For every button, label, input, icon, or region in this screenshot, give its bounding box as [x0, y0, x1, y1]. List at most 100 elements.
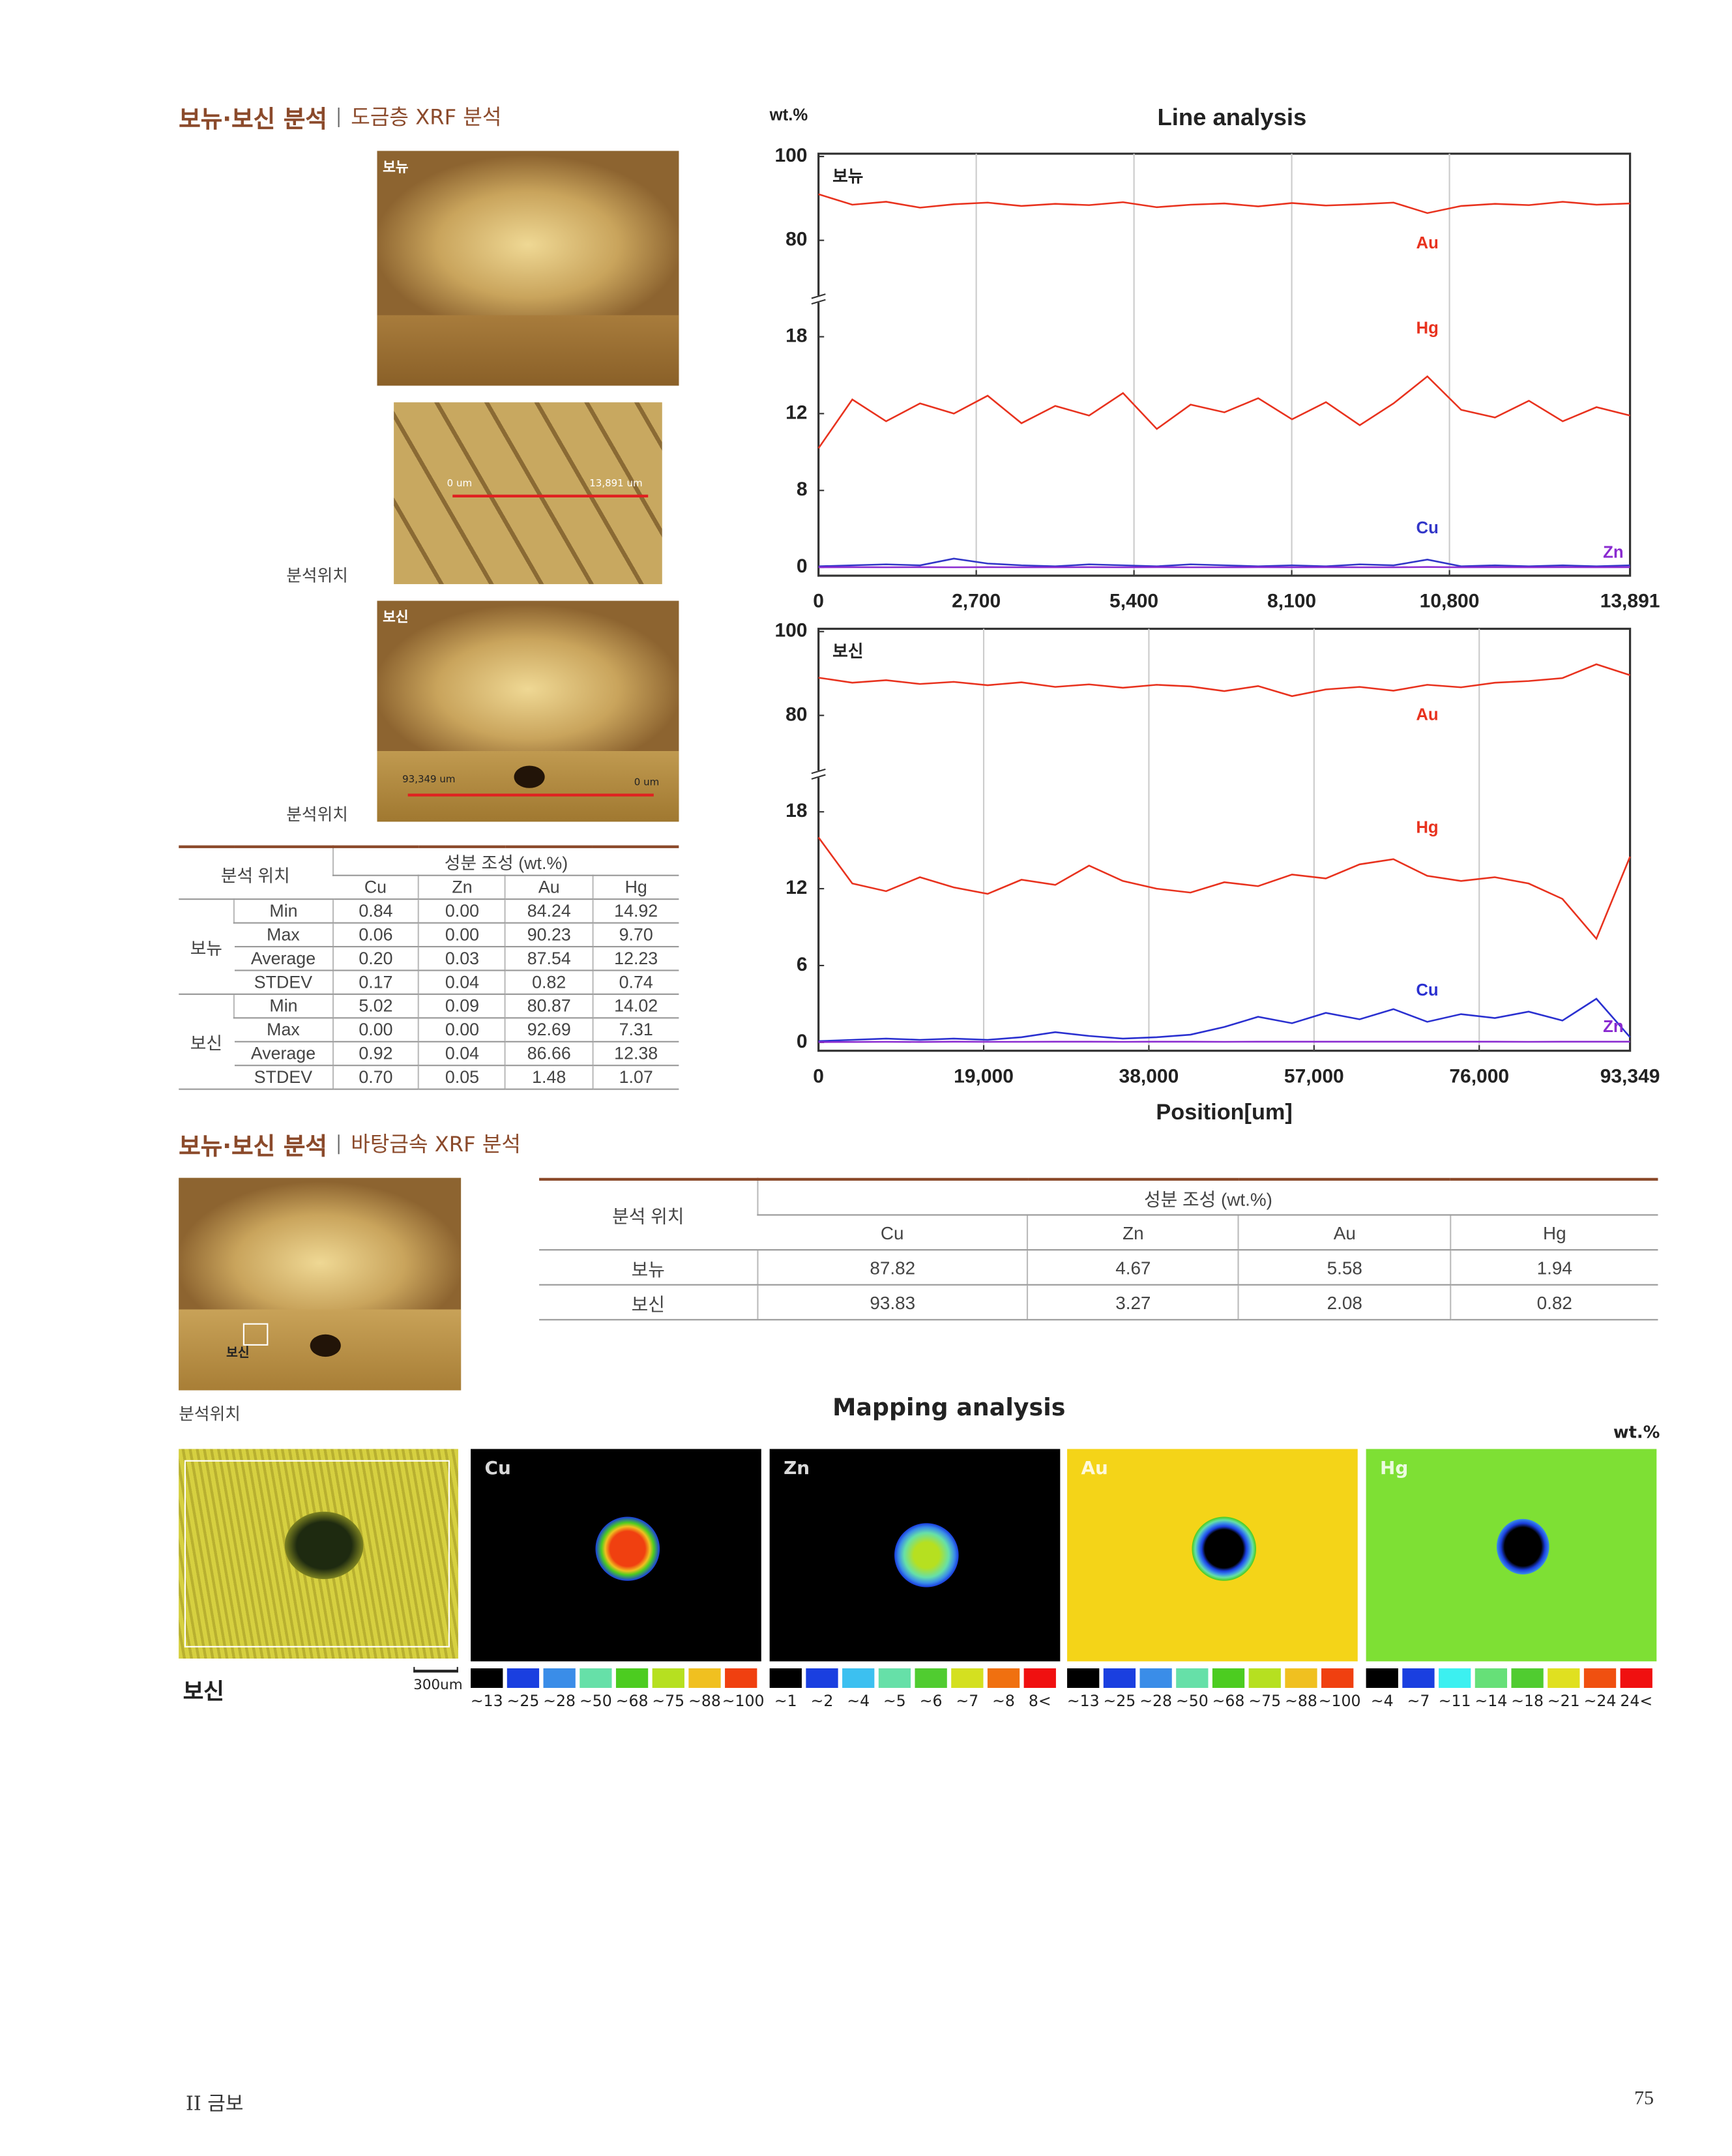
series-label: Zn [1603, 1018, 1623, 1036]
composition-table: 분석 위치 성분 조성 (wt.%) Cu Zn Au Hg 보뉴 87.82 4.67 5.58… [539, 1177, 1658, 1321]
table-cell: 90.23 [505, 923, 593, 948]
legend-swatch [1023, 1668, 1056, 1689]
photo: 보신 [179, 1177, 462, 1391]
legend-label: ~11 [1438, 1692, 1471, 1711]
scale-label: 300um [413, 1678, 463, 1694]
legend-swatch [615, 1668, 649, 1689]
legend-label: ~28 [543, 1692, 576, 1711]
table-cell: 7.31 [591, 1018, 679, 1042]
element-map: Cu [471, 1449, 761, 1662]
photo: 0 um 13,891 um [394, 402, 662, 584]
scale-bar [413, 1666, 458, 1673]
section-subtitle: 바탕금속 XRF 분석 [351, 1132, 521, 1157]
series-line [817, 375, 1630, 449]
table-row: Average 0.92 0.04 86.66 12.38 [179, 1041, 679, 1067]
legend-swatch [725, 1668, 757, 1689]
x-tick-label: 8,100 [1267, 591, 1316, 612]
x-tick-label: 19,000 [954, 1065, 1014, 1087]
legend-label: ~100 [722, 1692, 765, 1711]
legend-label: ~7 [1407, 1692, 1430, 1711]
table-cell: 87.54 [505, 947, 593, 971]
table-cell: 9.70 [591, 923, 679, 948]
page-number: 75 [1634, 2089, 1654, 2110]
table-body: 보뉴 Min 0.84 0.00 84.24 14.92 Max 0.06 0.00 90.23 9… [179, 899, 679, 1090]
analysis-box [242, 1323, 269, 1346]
table-cell: 0.00 [418, 899, 506, 924]
table-header-cell: 분석 위치 [179, 846, 333, 900]
x-tick-label: 93,349 [1600, 1065, 1660, 1087]
table-header-cell: Cu [332, 875, 419, 900]
table-cell: 1.94 [1449, 1250, 1658, 1286]
table-row: 보신 Min 5.02 0.09 80.87 14.02 [179, 994, 679, 1090]
chart-subtitle: 보뉴 [832, 168, 863, 186]
table-header-cell: Cu [757, 1215, 1028, 1251]
table-cell: 0.20 [332, 947, 419, 971]
legend-swatch [688, 1668, 721, 1689]
table-cell: 0.82 [1449, 1284, 1658, 1321]
legend-swatch [506, 1668, 540, 1689]
table-cell: 12.38 [591, 1041, 679, 1067]
legend-label: ~28 [1139, 1692, 1172, 1711]
table-cell: Min [233, 994, 333, 1019]
legend-swatch [987, 1668, 1020, 1689]
table-cell: 보신 [539, 1284, 758, 1321]
legend-swatch [1176, 1668, 1209, 1689]
table-cell: 보뉴 [179, 899, 235, 995]
series-label: Au [1416, 234, 1439, 252]
table-cell: 0.70 [332, 1065, 419, 1090]
legend-label: ~50 [1175, 1692, 1209, 1711]
scale-label: 0 um [447, 477, 473, 490]
legend-label: ~4 [1370, 1692, 1394, 1711]
y-tick-label: 0 [797, 1031, 808, 1052]
legend-label: ~21 [1547, 1692, 1580, 1711]
legend-swatch [652, 1668, 684, 1689]
table-cell: 92.69 [505, 1018, 593, 1042]
table-cell: 0.74 [591, 970, 679, 995]
legend-label: ~8 [992, 1692, 1015, 1711]
y-unit: wt.% [769, 106, 808, 125]
map-label: Au [1081, 1458, 1108, 1480]
axis-break [811, 768, 826, 775]
table-cell: 0.00 [332, 1018, 419, 1042]
y-tick-label: 12 [785, 877, 807, 898]
table-header-cell: Au [1238, 1215, 1451, 1251]
legend-swatch [1475, 1668, 1508, 1689]
table-cell: 1.07 [591, 1065, 679, 1090]
table-cell: Max [234, 923, 333, 948]
legend-swatch [1402, 1668, 1435, 1689]
table-cell: 1.48 [505, 1065, 593, 1090]
table-row: STDEV 0.70 0.05 1.48 1.07 [179, 1065, 679, 1090]
table-cell: 보뉴 [539, 1250, 758, 1286]
legend-label: ~88 [1285, 1692, 1317, 1711]
photo: 보뉴 [377, 151, 679, 386]
axis-break [811, 299, 826, 305]
photo-label: 보뉴 [383, 160, 409, 177]
axis-break [811, 774, 826, 780]
map-label: Cu [484, 1458, 511, 1480]
x-tick-label: 57,000 [1284, 1065, 1344, 1087]
table-row: STDEV 0.17 0.04 0.82 0.74 [179, 970, 679, 995]
table-row: 보뉴 Min 0.84 0.00 84.24 14.92 [179, 899, 679, 995]
legend-label: ~14 [1475, 1692, 1508, 1711]
y-tick-label: 6 [797, 954, 808, 975]
table-cell: 84.24 [505, 899, 593, 924]
series-label: Cu [1416, 981, 1438, 999]
y-tick-label: 80 [785, 703, 807, 725]
table-row: 보뉴 87.82 4.67 5.58 1.94 [539, 1250, 1658, 1286]
axis-break-gap [813, 295, 825, 303]
legend-label: ~75 [652, 1692, 685, 1711]
axis-break-gap [813, 770, 825, 778]
separator [338, 106, 340, 126]
series-line [818, 663, 1630, 698]
table-cell: 86.66 [505, 1041, 593, 1067]
legend-label: ~4 [847, 1692, 870, 1711]
legend-label: ~100 [1318, 1692, 1361, 1711]
legend-swatch [1321, 1668, 1354, 1689]
mapping-unit: wt.% [1613, 1422, 1660, 1442]
table-cell: 87.82 [757, 1250, 1028, 1286]
legend-label: ~68 [1212, 1692, 1245, 1711]
scale-label: 0 um [634, 776, 660, 788]
series-line [818, 557, 1630, 567]
section-subtitle: 도금층 XRF 분석 [351, 104, 502, 130]
